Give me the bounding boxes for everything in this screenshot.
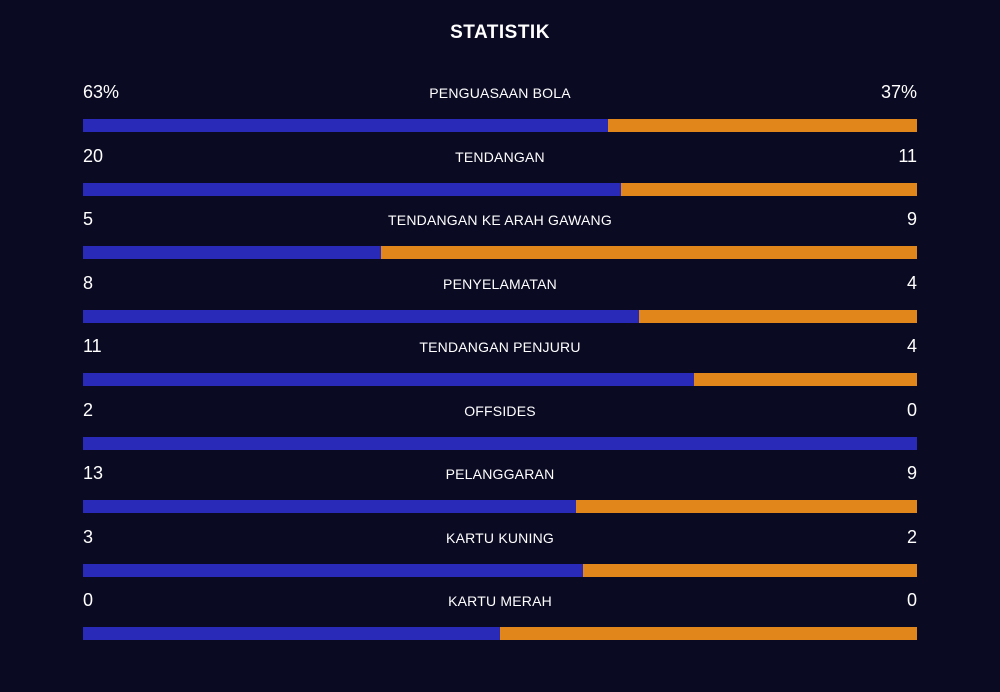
stat-label: PELANGGARAN — [445, 466, 555, 482]
away-value: 37% — [880, 82, 917, 102]
stat-label: KARTU MERAH — [448, 593, 552, 609]
stat-line: 8 PENYELAMATAN 4 — [83, 271, 917, 299]
away-bar-fill — [500, 627, 917, 640]
away-bar-fill — [620, 182, 917, 196]
home-bar-fill — [83, 246, 381, 259]
away-bar-fill — [608, 119, 917, 132]
stat-line: 2 OFFSIDES 0 — [83, 398, 917, 426]
away-value: 11 — [898, 145, 917, 166]
stat-label: TENDANGAN PENJURU — [419, 339, 581, 355]
stat-line: 3 KARTU KUNING 2 — [83, 525, 917, 553]
home-value: 8 — [83, 272, 94, 293]
home-bar-fill — [83, 563, 584, 577]
stat-label: KARTU KUNING — [446, 529, 554, 546]
stat-row-7: 13 PELANGGARAN 9 — [83, 461, 917, 525]
away-bar-fill — [694, 373, 917, 386]
stat-row-5: 11 TENDANGAN PENJURU 4 — [83, 334, 917, 398]
home-bar-fill — [83, 500, 576, 513]
stat-line: 20 TENDANGAN 11 — [83, 144, 917, 172]
home-value: 2 — [83, 399, 94, 420]
stat-row-2: 20 TENDANGAN 11 — [83, 144, 917, 208]
comparison-bar — [83, 309, 917, 323]
away-bar-fill — [380, 246, 917, 259]
stat-label: TENDANGAN — [455, 148, 545, 165]
stat-row-4: 8 PENYELAMATAN 4 — [83, 271, 917, 335]
stat-label: PENGUASAAN BOLA — [429, 85, 571, 101]
away-value: 0 — [906, 399, 917, 420]
home-value: 20 — [83, 145, 104, 166]
comparison-bar — [83, 182, 917, 196]
stats-list: 63% PENGUASAAN BOLA 37% 20 TENDANGAN 11 … — [83, 80, 917, 652]
away-bar-fill — [575, 500, 917, 513]
stat-line: 63% PENGUASAAN BOLA 37% — [83, 80, 917, 108]
home-value: 63% — [83, 82, 120, 102]
away-value: 4 — [906, 336, 917, 356]
stat-row-3: 5 TENDANGAN KE ARAH GAWANG 9 — [83, 207, 917, 271]
home-value: 11 — [83, 336, 102, 356]
stat-label: PENYELAMATAN — [443, 275, 557, 292]
home-bar-fill — [83, 436, 917, 450]
stat-row-6: 2 OFFSIDES 0 — [83, 398, 917, 462]
comparison-bar — [83, 563, 917, 577]
home-bar-fill — [83, 182, 621, 196]
home-bar-fill — [83, 627, 500, 640]
stat-row-1: 63% PENGUASAAN BOLA 37% — [83, 80, 917, 144]
away-bar-fill — [583, 563, 917, 577]
stat-line: 0 KARTU MERAH 0 — [83, 588, 917, 616]
stat-row-9: 0 KARTU MERAH 0 — [83, 588, 917, 652]
stat-label: OFFSIDES — [464, 402, 536, 419]
home-bar-fill — [83, 119, 609, 132]
comparison-bar — [83, 436, 917, 450]
comparison-bar — [83, 500, 917, 513]
home-bar-fill — [83, 373, 695, 386]
stat-line: 5 TENDANGAN KE ARAH GAWANG 9 — [83, 207, 917, 235]
stat-line: 11 TENDANGAN PENJURU 4 — [83, 334, 917, 362]
comparison-bar — [83, 373, 917, 386]
away-bar-fill — [639, 309, 917, 323]
home-value: 13 — [83, 463, 104, 483]
stat-line: 13 PELANGGARAN 9 — [83, 461, 917, 489]
home-bar-fill — [83, 309, 640, 323]
away-value: 9 — [906, 209, 917, 229]
home-value: 3 — [83, 526, 94, 547]
comparison-bar — [83, 627, 917, 640]
away-value: 4 — [906, 272, 917, 293]
stat-label: TENDANGAN KE ARAH GAWANG — [388, 212, 612, 228]
stat-row-8: 3 KARTU KUNING 2 — [83, 525, 917, 589]
away-value: 2 — [906, 526, 917, 547]
away-value: 9 — [906, 463, 917, 483]
away-value: 0 — [906, 590, 917, 610]
home-value: 5 — [83, 209, 94, 229]
comparison-bar — [83, 246, 917, 259]
home-value: 0 — [83, 590, 94, 610]
stats-title: STATISTIK — [450, 22, 550, 43]
comparison-bar — [83, 119, 917, 132]
